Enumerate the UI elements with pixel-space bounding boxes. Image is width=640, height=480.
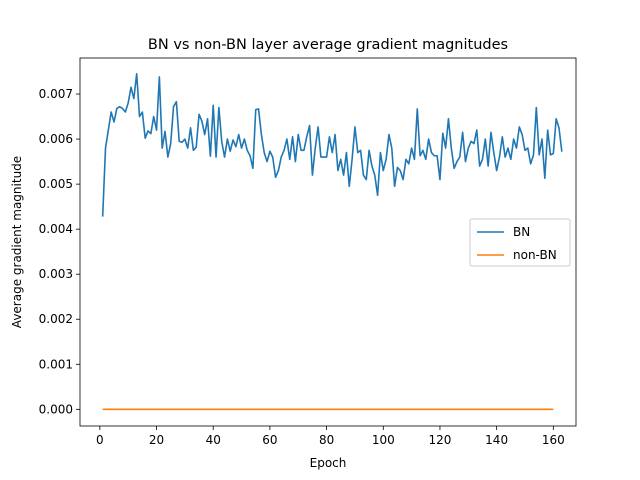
chart-title: BN vs non-BN layer average gradient magn… (148, 37, 508, 53)
y-tick-label: 0.001 (39, 357, 73, 371)
x-tick-label: 100 (372, 433, 395, 447)
plot-area (79, 57, 577, 427)
y-tick-label: 0.007 (39, 87, 73, 101)
x-axis: 0 20 40 60 80 100 120 140 160 (96, 426, 565, 447)
x-tick-label: 80 (319, 433, 334, 447)
y-axis: 0.000 0.001 0.002 0.003 0.004 0.005 0.006 0.007 (39, 87, 80, 416)
x-tick-label: 60 (262, 433, 277, 447)
y-axis-label: Average gradient magnitude (10, 156, 24, 328)
x-axis-label: Epoch (310, 456, 347, 470)
x-tick-label: 120 (429, 433, 452, 447)
series-line-bn (101, 72, 563, 217)
y-tick-label: 0.004 (39, 222, 73, 236)
y-tick-label: 0.000 (39, 402, 73, 416)
legend: BN non-BN (469, 218, 571, 267)
y-tick-label: 0.005 (39, 177, 73, 191)
legend-label: BN (513, 225, 530, 239)
x-tick-label: 0 (96, 433, 104, 447)
x-tick-label: 40 (206, 433, 221, 447)
plot-frame (79, 57, 577, 427)
legend-label: non-BN (513, 248, 557, 262)
x-tick-label: 160 (542, 433, 565, 447)
y-tick-label: 0.003 (39, 267, 73, 281)
y-tick-label: 0.006 (39, 132, 73, 146)
x-tick-label: 20 (149, 433, 164, 447)
y-tick-label: 0.002 (39, 312, 73, 326)
x-tick-label: 140 (485, 433, 508, 447)
series-layer (101, 72, 563, 411)
